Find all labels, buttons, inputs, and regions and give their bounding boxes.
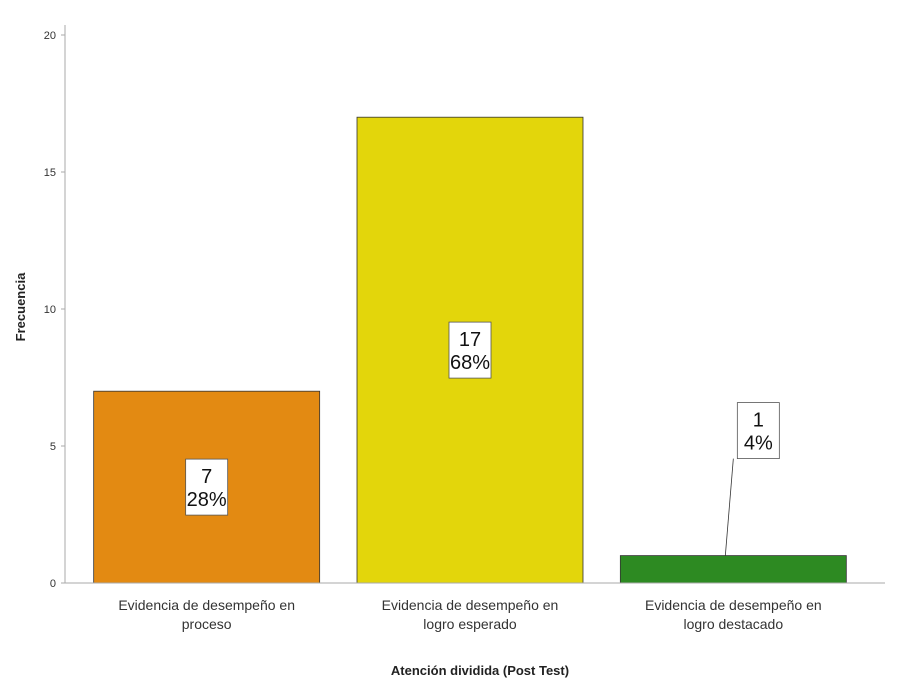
y-tick-label: 15: [44, 167, 56, 179]
y-tick-label: 20: [44, 30, 56, 42]
x-tick-label: Evidencia de desempeño en: [382, 597, 559, 613]
data-label-box: [448, 321, 492, 379]
y-tick-label: 0: [50, 578, 56, 590]
x-tick-label: logro esperado: [423, 616, 517, 632]
data-label-percent: 28%: [187, 489, 227, 511]
y-tick-label: 10: [44, 304, 56, 316]
data-label-box: [185, 458, 229, 516]
x-tick-label: Evidencia de desempeño en: [645, 597, 822, 613]
x-axis-title: Atención dividida (Post Test): [391, 663, 569, 678]
label-leader-line: [724, 458, 734, 556]
bar: [619, 555, 847, 584]
data-label-value: 7: [201, 466, 212, 488]
data-label-percent: 68%: [450, 352, 490, 374]
x-tick-label: proceso: [182, 616, 232, 632]
axes-layer: 0 5 10 15 20 Evidencia de desempeño en proceso…: [44, 25, 885, 632]
data-label-value: 17: [459, 329, 481, 351]
y-tick-label: 5: [50, 441, 56, 453]
y-axis-title: Frecuencia: [13, 272, 28, 341]
data-label-value: 1: [753, 410, 764, 432]
x-tick-label: logro destacado: [684, 616, 784, 632]
data-label-percent: 4%: [744, 433, 773, 455]
x-tick-label: Evidencia de desempeño en: [118, 597, 295, 613]
data-label-box: [736, 402, 780, 460]
